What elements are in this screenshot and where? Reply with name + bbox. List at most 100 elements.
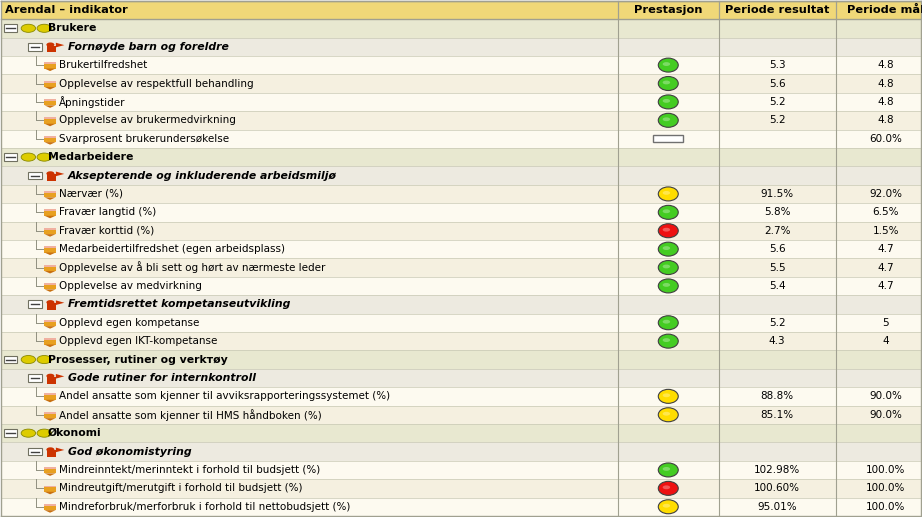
Text: Andel ansatte som kjenner til avviksrapporteringssystemet (%): Andel ansatte som kjenner til avviksrapp… <box>59 391 391 401</box>
Polygon shape <box>44 418 55 421</box>
Polygon shape <box>44 234 55 237</box>
Text: 6.5%: 6.5% <box>872 207 899 217</box>
Text: 2.7%: 2.7% <box>763 226 790 236</box>
Ellipse shape <box>658 500 679 514</box>
Bar <box>44 81 55 83</box>
Bar <box>1 313 921 332</box>
Ellipse shape <box>663 283 670 287</box>
Text: 100.0%: 100.0% <box>866 465 905 475</box>
Ellipse shape <box>658 408 679 422</box>
Ellipse shape <box>658 316 679 330</box>
Bar <box>1 424 921 443</box>
Polygon shape <box>44 69 55 71</box>
Polygon shape <box>44 271 55 273</box>
Bar <box>44 320 55 322</box>
Bar <box>44 340 55 344</box>
Text: 100.60%: 100.60% <box>754 483 800 493</box>
Bar <box>47 450 56 457</box>
Text: Brukertilfredshet: Brukertilfredshet <box>59 60 148 70</box>
Text: 5.2: 5.2 <box>769 115 786 125</box>
Bar <box>4 356 18 363</box>
Text: 90.0%: 90.0% <box>869 391 903 401</box>
Bar <box>1 387 921 405</box>
Text: Fravær langtid (%): Fravær langtid (%) <box>59 207 157 217</box>
Bar <box>44 506 55 510</box>
Bar <box>1 185 921 203</box>
Bar <box>1 166 921 185</box>
Text: 5.2: 5.2 <box>769 318 786 328</box>
Bar <box>1 221 921 240</box>
Bar <box>44 248 55 252</box>
Text: 91.5%: 91.5% <box>761 189 794 199</box>
Text: 92.0%: 92.0% <box>869 189 903 199</box>
Bar <box>1 277 921 295</box>
Bar <box>1 93 921 111</box>
Circle shape <box>21 24 36 33</box>
Polygon shape <box>44 474 55 476</box>
Text: Mindreinntekt/merinntekt i forhold til budsjett (%): Mindreinntekt/merinntekt i forhold til b… <box>59 465 321 475</box>
Bar <box>4 24 18 32</box>
Circle shape <box>21 429 36 437</box>
Bar <box>29 172 42 179</box>
Bar <box>29 300 42 308</box>
Ellipse shape <box>658 113 679 127</box>
Text: Gode rutiner for internkontroll: Gode rutiner for internkontroll <box>67 373 255 383</box>
Text: 4: 4 <box>882 336 889 346</box>
Bar <box>1 405 921 424</box>
Ellipse shape <box>663 228 670 232</box>
Bar <box>1 369 921 387</box>
Text: 60.0%: 60.0% <box>869 134 903 144</box>
Bar <box>44 119 55 124</box>
Bar <box>44 285 55 290</box>
Bar <box>1 479 921 497</box>
Bar <box>44 83 55 87</box>
Ellipse shape <box>658 463 679 477</box>
Bar <box>44 412 55 414</box>
Text: Prosesser, rutiner og verkтøy: Prosesser, rutiner og verkтøy <box>48 355 228 364</box>
Ellipse shape <box>663 99 670 103</box>
Ellipse shape <box>663 467 670 471</box>
Text: Mindreforbruk/merforbruk i forhold til nettobudsjett (%): Mindreforbruk/merforbruk i forhold til n… <box>59 502 350 512</box>
Bar <box>653 135 683 142</box>
Bar <box>1 240 921 258</box>
Bar <box>44 396 55 400</box>
Bar <box>47 174 56 181</box>
Text: Opplevd egen IKT-kompetanse: Opplevd egen IKT-kompetanse <box>59 336 218 346</box>
Ellipse shape <box>658 187 679 201</box>
Bar <box>44 62 55 65</box>
Circle shape <box>21 153 36 161</box>
Text: Fremtidsrettet kompetanseutvikling: Fremtidsrettet kompetanseutvikling <box>67 299 290 309</box>
Text: Fravær korttid (%): Fravær korttid (%) <box>59 226 155 236</box>
Text: 4.8: 4.8 <box>878 60 894 70</box>
Text: 4.7: 4.7 <box>878 244 894 254</box>
Text: 5.3: 5.3 <box>769 60 786 70</box>
Text: Periode mål: Periode mål <box>847 5 922 15</box>
Ellipse shape <box>658 279 679 293</box>
Circle shape <box>37 153 52 161</box>
Bar <box>44 467 55 469</box>
Circle shape <box>46 42 54 47</box>
Text: Medarbeidertilfredshet (egen arbeidsplass): Medarbeidertilfredshet (egen arbeidsplas… <box>59 244 285 254</box>
Text: Mindreutgift/merutgift i forhold til budsjett (%): Mindreutgift/merutgift i forhold til bud… <box>59 483 302 493</box>
Polygon shape <box>44 400 55 402</box>
Ellipse shape <box>663 320 670 324</box>
Bar <box>1 38 921 56</box>
Polygon shape <box>44 290 55 292</box>
Text: 4.7: 4.7 <box>878 281 894 291</box>
Bar <box>44 283 55 285</box>
Bar <box>1 130 921 148</box>
Text: 5.5: 5.5 <box>769 263 786 272</box>
Bar <box>1 351 921 369</box>
Bar <box>4 153 18 161</box>
Polygon shape <box>44 326 55 329</box>
Text: Opplevelse av medvirkning: Opplevelse av medvirkning <box>59 281 202 291</box>
Text: Opplevelse av respektfull behandling: Opplevelse av respektfull behandling <box>59 79 254 88</box>
Text: 95.01%: 95.01% <box>757 502 797 512</box>
Ellipse shape <box>663 265 670 268</box>
Bar <box>1 332 921 351</box>
Ellipse shape <box>663 338 670 342</box>
Bar <box>44 338 55 341</box>
Bar <box>44 138 55 142</box>
Ellipse shape <box>663 393 670 397</box>
Circle shape <box>46 171 54 176</box>
